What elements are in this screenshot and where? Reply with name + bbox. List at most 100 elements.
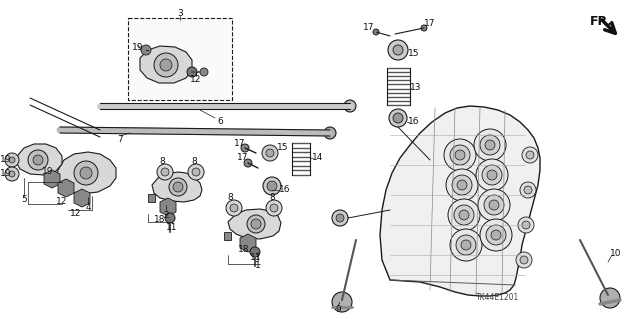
Circle shape (173, 182, 183, 192)
Circle shape (450, 145, 470, 165)
Circle shape (332, 210, 348, 226)
Text: 2: 2 (163, 211, 169, 219)
Text: 16: 16 (279, 186, 291, 195)
Circle shape (244, 159, 252, 167)
Circle shape (188, 164, 204, 180)
Circle shape (524, 186, 532, 194)
Text: 16: 16 (408, 117, 420, 127)
Circle shape (516, 252, 532, 268)
Circle shape (336, 214, 344, 222)
Circle shape (192, 168, 200, 176)
Circle shape (421, 25, 427, 31)
Circle shape (526, 151, 534, 159)
Text: 19: 19 (42, 167, 54, 176)
Circle shape (161, 168, 169, 176)
Circle shape (489, 200, 499, 210)
Polygon shape (74, 189, 90, 207)
Circle shape (266, 149, 274, 157)
Circle shape (263, 177, 281, 195)
Text: 11: 11 (250, 254, 262, 263)
Polygon shape (380, 106, 540, 296)
Circle shape (485, 140, 495, 150)
Text: 1: 1 (255, 261, 261, 270)
Text: TK44E1201: TK44E1201 (476, 293, 520, 302)
Circle shape (480, 219, 512, 251)
Text: 8: 8 (227, 194, 233, 203)
Circle shape (43, 165, 49, 171)
Circle shape (520, 182, 536, 198)
Text: 5: 5 (21, 196, 27, 204)
Text: 17: 17 (237, 153, 249, 162)
Polygon shape (152, 172, 202, 202)
Circle shape (80, 167, 92, 179)
Circle shape (482, 165, 502, 185)
Text: 3: 3 (177, 10, 183, 19)
Circle shape (250, 247, 260, 257)
Circle shape (230, 204, 238, 212)
Circle shape (344, 100, 356, 112)
Circle shape (154, 53, 178, 77)
Circle shape (476, 159, 508, 191)
Circle shape (484, 195, 504, 215)
Circle shape (28, 150, 48, 170)
Polygon shape (228, 209, 281, 239)
Circle shape (5, 167, 19, 181)
Circle shape (267, 181, 277, 191)
Circle shape (393, 45, 403, 55)
Circle shape (455, 150, 465, 160)
Circle shape (454, 205, 474, 225)
Circle shape (141, 45, 151, 55)
Circle shape (160, 59, 172, 71)
Circle shape (487, 170, 497, 180)
Circle shape (165, 213, 175, 223)
Text: 18: 18 (238, 246, 250, 255)
Text: 15: 15 (408, 49, 420, 58)
Circle shape (518, 217, 534, 233)
Text: 14: 14 (312, 153, 324, 162)
Circle shape (241, 144, 249, 152)
Text: 8: 8 (269, 194, 275, 203)
Circle shape (444, 139, 476, 171)
Text: 17: 17 (424, 19, 436, 28)
Circle shape (270, 204, 278, 212)
Circle shape (456, 235, 476, 255)
Circle shape (33, 155, 43, 165)
Circle shape (226, 200, 242, 216)
Circle shape (389, 109, 407, 127)
Circle shape (522, 221, 530, 229)
Circle shape (262, 145, 278, 161)
Text: 12: 12 (70, 209, 82, 218)
Text: 7: 7 (117, 136, 123, 145)
Polygon shape (140, 46, 192, 83)
Circle shape (459, 210, 469, 220)
Text: 17: 17 (234, 138, 246, 147)
Circle shape (332, 292, 352, 312)
Polygon shape (57, 152, 116, 194)
Polygon shape (160, 198, 176, 216)
Circle shape (247, 215, 265, 233)
Circle shape (9, 157, 15, 163)
Text: 18: 18 (154, 216, 166, 225)
FancyBboxPatch shape (128, 18, 232, 100)
Circle shape (450, 229, 482, 261)
Circle shape (9, 171, 15, 177)
Text: 15: 15 (277, 144, 289, 152)
Circle shape (266, 200, 282, 216)
Circle shape (480, 135, 500, 155)
Polygon shape (240, 234, 256, 252)
Text: 11: 11 (166, 224, 178, 233)
Circle shape (478, 189, 510, 221)
Circle shape (200, 68, 208, 76)
Text: 6: 6 (217, 117, 223, 127)
Circle shape (169, 178, 187, 196)
Polygon shape (224, 232, 231, 240)
Circle shape (452, 175, 472, 195)
Polygon shape (16, 144, 62, 175)
Text: 19: 19 (0, 155, 12, 165)
Circle shape (324, 127, 336, 139)
Text: 9: 9 (335, 306, 341, 315)
Text: 19: 19 (0, 169, 12, 179)
Circle shape (520, 256, 528, 264)
Circle shape (522, 147, 538, 163)
Circle shape (457, 180, 467, 190)
